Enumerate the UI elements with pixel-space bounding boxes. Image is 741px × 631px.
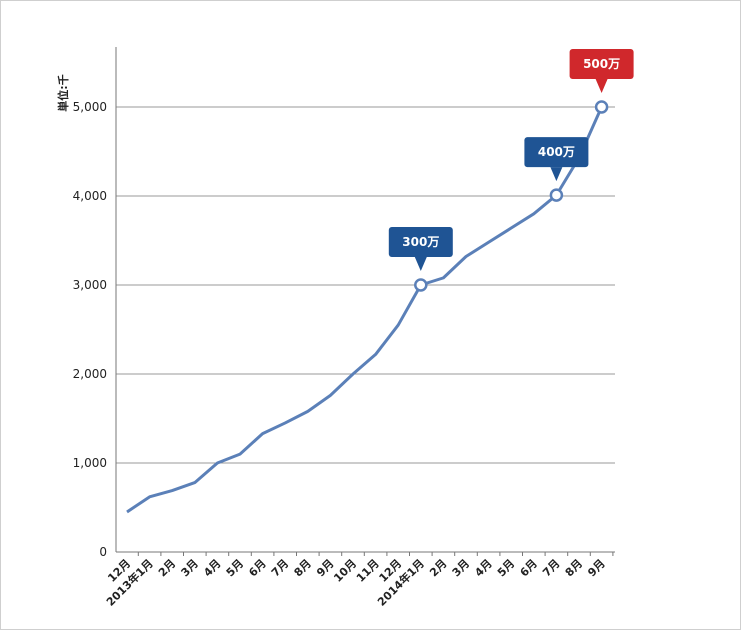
axes [115,47,615,556]
y-axis-unit-label: 単位:千 [56,74,70,111]
y-tick-label: 5,000 [73,100,107,114]
x-tick-label: 3月 [450,557,472,579]
x-tick-label: 7月 [269,557,291,579]
y-tick-label: 0 [99,545,107,559]
x-tick-label: 3月 [179,557,201,579]
x-tick-label: 6月 [246,557,268,579]
y-tick-label: 4,000 [73,189,107,203]
x-tick-label: 8月 [292,557,314,579]
x-tick-label: 4月 [201,557,223,579]
y-tick-label: 3,000 [73,278,107,292]
x-tick-label: 11月 [354,557,382,585]
milestone-marker [414,278,428,292]
callout-pointer [595,79,608,93]
y-tick-label: 1,000 [73,456,107,470]
annotations: 300万 400万 500万 [388,49,634,292]
callout-pointer [550,167,563,182]
milestone-marker [594,100,609,114]
x-tick-label: 9月 [585,557,607,579]
callout-box [569,49,634,79]
x-tick-label: 10月 [331,557,359,585]
callout-pointer [414,257,427,271]
callout-label: 400万 [538,145,575,159]
milestone-marker [549,188,564,202]
x-tick-label: 8月 [563,557,585,579]
x-tick-label: 5月 [224,557,246,579]
x-tick-label: 7月 [540,557,562,579]
x-tick-label: 2月 [427,557,449,579]
x-tick-label: 2月 [156,557,178,579]
x-tick-label: 4月 [472,557,494,579]
callout-label: 500万 [583,57,620,71]
y-tick-label: 2,000 [73,367,107,381]
callout-box [524,137,589,168]
x-tick-label: 5月 [495,557,517,579]
callout-box [388,227,453,257]
grid-lines [116,106,615,464]
callout-label: 300万 [402,235,439,249]
y-tick-labels: 0 1,000 2,000 3,000 4,000 5,000 [73,100,107,559]
x-tick-label: 6月 [518,557,540,579]
series [126,106,603,514]
series-line [126,106,603,514]
